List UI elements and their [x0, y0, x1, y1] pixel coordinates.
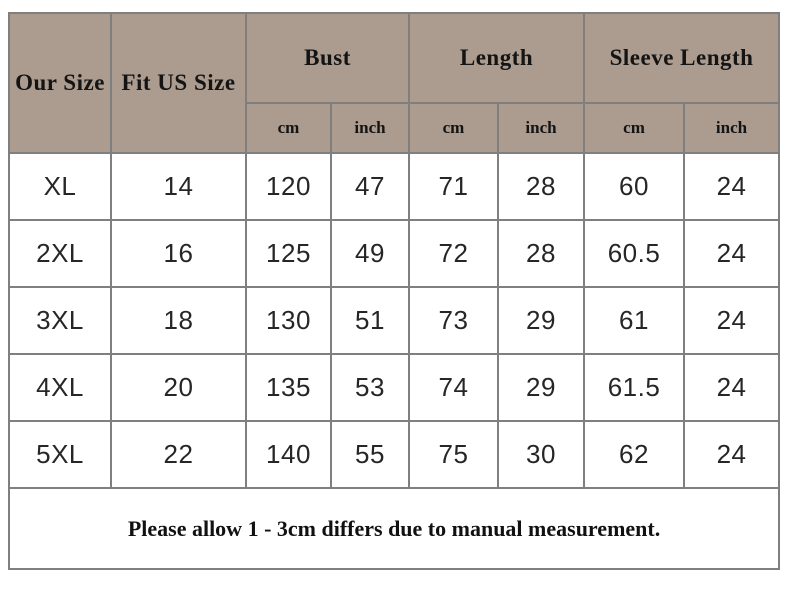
cell-bust-cm: 130	[245, 286, 332, 355]
length-unit-cm: cm	[408, 102, 499, 154]
cell-length-cm: 74	[408, 353, 499, 422]
header-bust: Bust	[245, 12, 410, 104]
header-sleeve-length: Sleeve Length	[583, 12, 781, 104]
table-row: 4XL 20 135 53 74 29 61.5 24	[8, 353, 781, 422]
cell-bust-inch: 47	[330, 152, 410, 221]
cell-sleeve-inch: 24	[683, 286, 781, 355]
size-chart-table: Our Size Fit US Size Bust Length Sleeve …	[7, 12, 781, 570]
cell-size: 3XL	[8, 286, 112, 355]
footnote-row: Please allow 1 - 3cm differs due to manu…	[7, 487, 781, 570]
cell-sleeve-cm: 60	[583, 152, 686, 221]
cell-bust-cm: 135	[245, 353, 332, 422]
cell-length-inch: 30	[496, 420, 586, 489]
cell-size: 2XL	[8, 219, 112, 288]
table-row: 5XL 22 140 55 75 30 62 24	[8, 420, 781, 489]
cell-us-size: 20	[110, 353, 247, 422]
cell-us-size: 16	[110, 219, 247, 288]
cell-length-inch: 28	[496, 152, 586, 221]
cell-length-cm: 72	[408, 219, 499, 288]
bust-unit-cm: cm	[245, 102, 332, 154]
cell-sleeve-inch: 24	[683, 152, 781, 221]
length-unit-inch: inch	[496, 102, 586, 154]
cell-sleeve-inch: 24	[683, 219, 781, 288]
bust-unit-inch: inch	[330, 102, 410, 154]
cell-sleeve-inch: 24	[683, 353, 781, 422]
header-our-size: Our Size	[8, 12, 112, 154]
header-length: Length	[407, 12, 586, 104]
cell-length-inch: 29	[496, 353, 586, 422]
cell-sleeve-inch: 24	[683, 420, 781, 489]
cell-sleeve-cm: 61.5	[583, 353, 686, 422]
cell-bust-cm: 125	[245, 219, 332, 288]
cell-bust-inch: 49	[330, 219, 410, 288]
cell-length-inch: 28	[496, 219, 586, 288]
cell-size: 4XL	[8, 353, 112, 422]
cell-bust-cm: 120	[245, 152, 332, 221]
header-fit-us-size: Fit US Size	[110, 12, 247, 154]
cell-us-size: 18	[110, 286, 247, 355]
cell-sleeve-cm: 60.5	[583, 219, 686, 288]
cell-bust-inch: 51	[330, 286, 410, 355]
cell-length-cm: 75	[408, 420, 499, 489]
cell-us-size: 14	[110, 152, 247, 221]
cell-bust-cm: 140	[245, 420, 332, 489]
cell-sleeve-cm: 61	[583, 286, 686, 355]
size-chart: Our Size Fit US Size Bust Length Sleeve …	[7, 12, 781, 570]
cell-sleeve-cm: 62	[583, 420, 686, 489]
table-row: XL 14 120 47 71 28 60 24	[8, 152, 781, 221]
table-row: 2XL 16 125 49 72 28 60.5 24	[8, 219, 781, 288]
cell-us-size: 22	[110, 420, 247, 489]
sleeve-unit-inch: inch	[683, 102, 781, 154]
table-row: 3XL 18 130 51 73 29 61 24	[8, 286, 781, 355]
cell-size: 5XL	[8, 420, 112, 489]
cell-length-cm: 73	[408, 286, 499, 355]
cell-bust-inch: 53	[330, 353, 410, 422]
sleeve-unit-cm: cm	[583, 102, 686, 154]
header-row-units: cm inch cm inch cm inch	[9, 102, 781, 154]
cell-length-cm: 71	[408, 152, 499, 221]
measurement-footnote: Please allow 1 - 3cm differs due to manu…	[7, 487, 781, 570]
cell-length-inch: 29	[496, 286, 586, 355]
cell-size: XL	[8, 152, 112, 221]
header-row-main: Our Size Fit US Size Bust Length Sleeve …	[8, 12, 781, 154]
cell-bust-inch: 55	[330, 420, 410, 489]
